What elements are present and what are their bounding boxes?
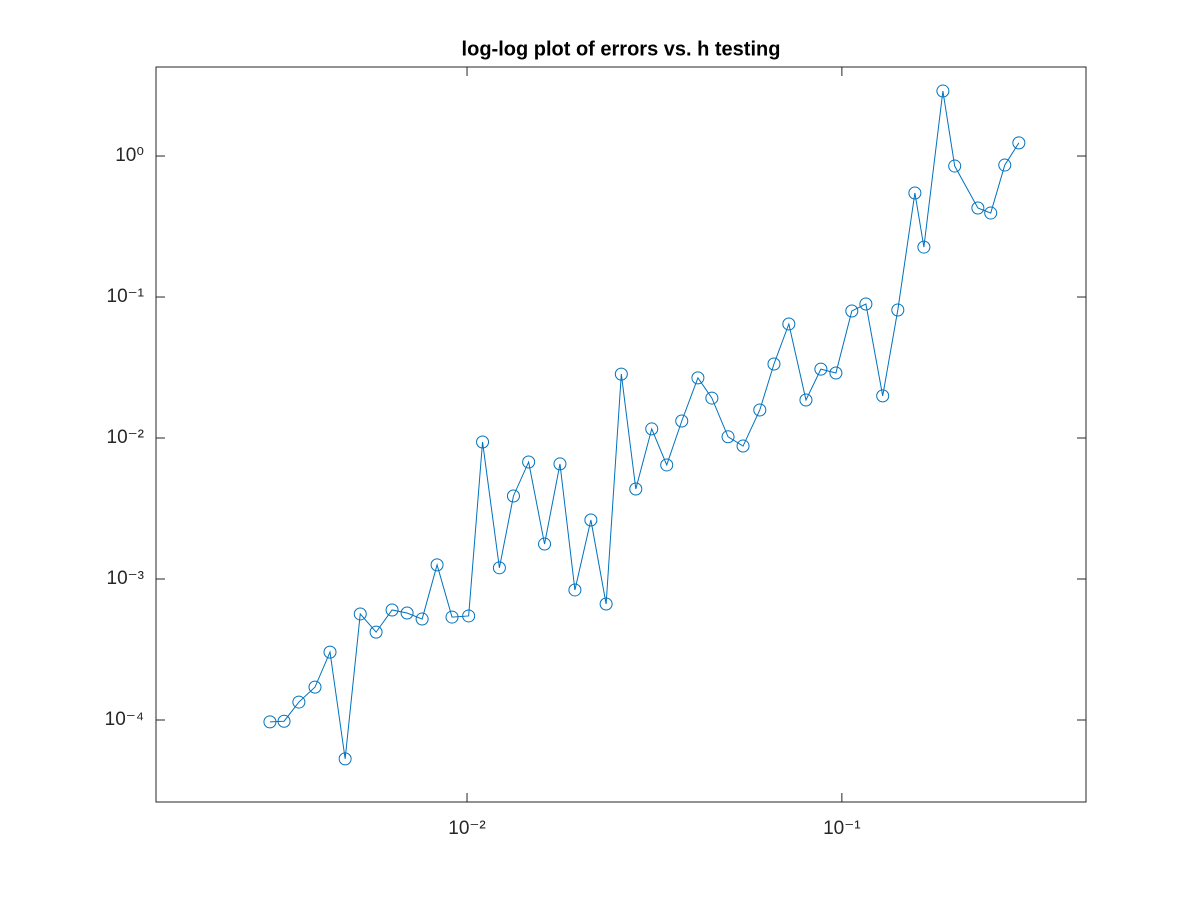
data-point: [308, 680, 322, 694]
data-point: [753, 403, 767, 417]
y-tick-label: 10⁻¹: [107, 286, 145, 307]
y-tick-label: 10⁻⁴: [105, 709, 144, 730]
data-point: [506, 489, 520, 503]
data-point: [998, 158, 1012, 172]
data-point: [353, 607, 367, 621]
x-tick-label: 10⁻²: [448, 818, 486, 839]
y-tick-label: 10⁻²: [107, 427, 145, 448]
data-point: [799, 393, 813, 407]
data-point: [415, 612, 429, 626]
y-tick-label: 10⁻³: [107, 568, 145, 589]
data-point: [675, 414, 689, 428]
data-point: [829, 366, 843, 380]
data-point: [736, 439, 750, 453]
data-point: [369, 625, 383, 639]
data-point: [462, 609, 476, 623]
chart-title: log-log plot of errors vs. h testing: [462, 38, 781, 60]
x-tick-label: 10⁻¹: [823, 818, 861, 839]
data-point: [476, 435, 490, 449]
data-point: [691, 371, 705, 385]
data-point: [263, 715, 277, 729]
data-point: [908, 186, 922, 200]
data-point: [385, 603, 399, 617]
data-point: [859, 297, 873, 311]
data-point: [430, 558, 444, 572]
data-point: [814, 362, 828, 376]
data-point: [917, 240, 931, 254]
data-point: [522, 455, 536, 469]
data-point: [645, 422, 659, 436]
data-point: [538, 537, 552, 551]
data-point: [782, 317, 796, 331]
data-point: [629, 482, 643, 496]
data-point: [721, 430, 735, 444]
data-point: [599, 597, 613, 611]
data-point: [1012, 136, 1026, 150]
data-point: [876, 389, 890, 403]
data-point: [553, 457, 567, 471]
data-point: [971, 201, 985, 215]
data-point: [845, 304, 859, 318]
data-point: [323, 645, 337, 659]
data-point: [705, 391, 719, 405]
data-point: [984, 206, 998, 220]
data-point: [492, 561, 506, 575]
data-point: [614, 367, 628, 381]
data-point: [660, 458, 674, 472]
plot-box: [155, 66, 1087, 803]
data-point: [891, 303, 905, 317]
data-point: [948, 159, 962, 173]
y-tick-label: 10⁰: [115, 145, 144, 166]
data-point: [400, 606, 414, 620]
data-point: [338, 752, 352, 766]
data-point: [568, 583, 582, 597]
data-point: [936, 84, 950, 98]
data-point: [767, 357, 781, 371]
data-point: [445, 610, 459, 624]
data-point: [292, 695, 306, 709]
series-line: [269, 90, 1020, 759]
data-point: [584, 513, 598, 527]
data-point: [277, 714, 291, 728]
